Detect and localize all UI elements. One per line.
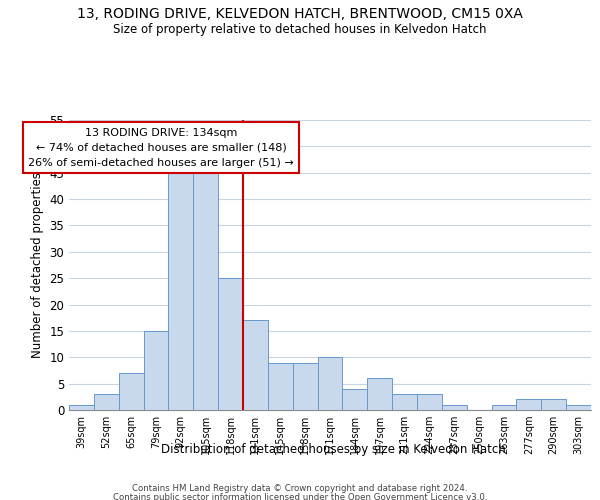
Bar bbox=[193, 172, 218, 410]
Bar bbox=[317, 358, 343, 410]
Bar bbox=[243, 320, 268, 410]
Text: 13, RODING DRIVE, KELVEDON HATCH, BRENTWOOD, CM15 0XA: 13, RODING DRIVE, KELVEDON HATCH, BRENTW… bbox=[77, 8, 523, 22]
Bar bbox=[293, 362, 317, 410]
Text: 13 RODING DRIVE: 134sqm
← 74% of detached houses are smaller (148)
26% of semi-d: 13 RODING DRIVE: 134sqm ← 74% of detache… bbox=[28, 128, 294, 168]
Bar bbox=[491, 404, 517, 410]
Bar bbox=[517, 400, 541, 410]
Text: Size of property relative to detached houses in Kelvedon Hatch: Size of property relative to detached ho… bbox=[113, 22, 487, 36]
Bar bbox=[442, 404, 467, 410]
Bar bbox=[417, 394, 442, 410]
Bar bbox=[169, 168, 193, 410]
Bar bbox=[119, 373, 143, 410]
Text: Distribution of detached houses by size in Kelvedon Hatch: Distribution of detached houses by size … bbox=[161, 442, 505, 456]
Y-axis label: Number of detached properties: Number of detached properties bbox=[31, 172, 44, 358]
Bar bbox=[94, 394, 119, 410]
Bar bbox=[392, 394, 417, 410]
Text: Contains HM Land Registry data © Crown copyright and database right 2024.: Contains HM Land Registry data © Crown c… bbox=[132, 484, 468, 493]
Bar bbox=[343, 389, 367, 410]
Bar bbox=[367, 378, 392, 410]
Bar bbox=[541, 400, 566, 410]
Text: Contains public sector information licensed under the Open Government Licence v3: Contains public sector information licen… bbox=[113, 492, 487, 500]
Bar bbox=[69, 404, 94, 410]
Bar bbox=[218, 278, 243, 410]
Bar bbox=[566, 404, 591, 410]
Bar bbox=[143, 331, 169, 410]
Bar bbox=[268, 362, 293, 410]
